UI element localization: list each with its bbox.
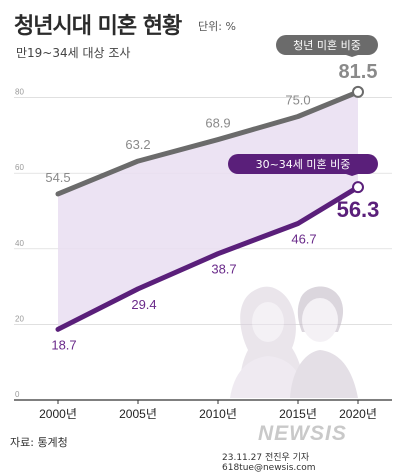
series-badge-0 [276,35,378,55]
series-badges: 청년 미혼 비중 30~34세 미혼 비중 [228,35,378,176]
couple-illustration-icon [230,286,358,398]
xtick-label-1: 2005년 [119,407,157,421]
x-axis: 2000년 2005년 2010년 2015년 2020년 [14,399,392,421]
xtick-label-3: 2015년 [279,407,317,421]
series-line-0 [55,89,361,197]
ytick-20: 20 [15,314,24,323]
series-1-label-4: 56.3 [337,197,380,222]
series-1-label-2: 38.7 [211,262,236,277]
unit-label: 단위: % [198,20,236,33]
fill-area [58,91,358,330]
series-0-label-2: 68.9 [205,116,230,131]
series-badge-1 [228,154,378,174]
series-lines [55,85,364,332]
source-note: 자료: 통계청 [10,436,68,449]
xtick-label-2: 2010년 [199,407,237,421]
series-badge-label-0: 청년 미혼 비중 [293,39,361,52]
ytick-80: 80 [15,88,24,97]
credit-line: 23.11.27 전진우 기자 618tue@newsis.com [222,453,316,473]
series-1-endpoint [352,181,364,194]
ytick-0: 0 [15,390,20,399]
area-between-series [58,91,358,330]
series-0-label-0: 54.5 [45,170,70,185]
series-1-label-3: 46.7 [291,231,316,246]
ytick-60: 60 [15,163,24,172]
series-badge-pointer-0 [346,55,358,57]
chart-subtitle: 만19~34세 대상 조사 [16,46,131,60]
series-1-label-0: 18.7 [51,337,76,352]
series-0-label-1: 63.2 [125,137,150,152]
xtick-label-4: 2020년 [339,407,377,421]
series-1-label-1: 29.4 [131,297,156,312]
series-badge-label-1: 30~34세 미혼 비중 [256,158,351,171]
xtick-label-0: 2000년 [39,407,77,421]
newsis-logo: NEWSIS [258,422,347,445]
chart-title: 청년시대 미혼 현황 [14,14,182,39]
series-line-1 [55,184,361,332]
series-badge-pointer-1 [346,174,358,176]
data-labels: 54.5 63.2 68.9 75.0 81.5 18.7 29.4 38.7 46.7 56.3 [45,61,379,352]
series-0-endpoint [352,85,364,98]
series-0-label-3: 75.0 [285,93,310,108]
series-0-label-4: 81.5 [339,61,378,83]
ytick-40: 40 [15,239,24,248]
